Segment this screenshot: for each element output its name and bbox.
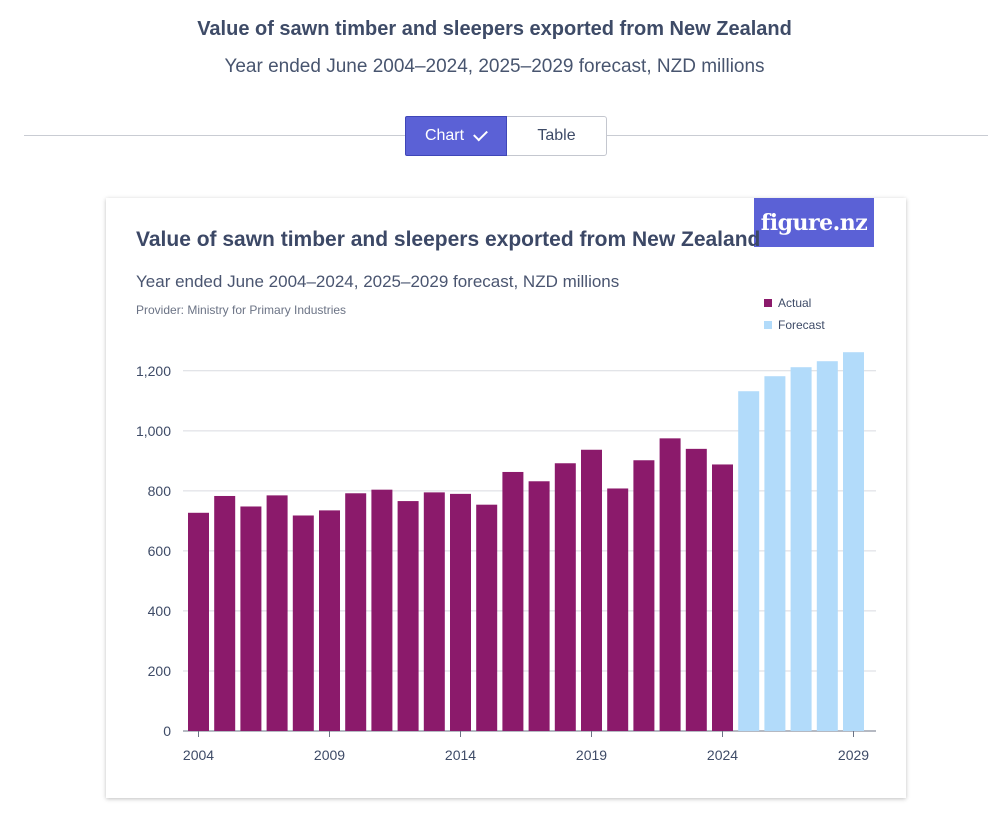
y-tick-label: 1,000 <box>136 423 171 439</box>
bar-actual-2024 <box>712 464 733 731</box>
x-tick-label: 2004 <box>183 747 214 763</box>
bar-forecast-2029 <box>843 352 864 731</box>
chart-toggle-button[interactable]: Chart <box>405 116 507 156</box>
page-title: Value of sawn timber and sleepers export… <box>197 18 792 40</box>
x-tick-label: 2009 <box>314 747 345 763</box>
legend-item-actual: Actual <box>764 292 825 314</box>
x-tick-label: 2019 <box>576 747 607 763</box>
bar-actual-2008 <box>292 515 314 731</box>
chart-title: Value of sawn timber and sleepers export… <box>136 228 761 251</box>
chart-card: figure.nz Value of sawn timber and sleep… <box>106 198 906 798</box>
chart-legend: Actual Forecast <box>764 292 825 336</box>
table-toggle-button[interactable]: Table <box>507 117 606 155</box>
y-tick-label: 600 <box>148 543 172 559</box>
page-subtitle: Year ended June 2004–2024, 2025–2029 for… <box>224 56 765 77</box>
y-tick-label: 0 <box>163 723 171 739</box>
bar-forecast-2028 <box>816 361 838 731</box>
y-tick-label: 400 <box>148 603 172 619</box>
bar-actual-2010 <box>345 493 367 731</box>
table-toggle-label: Table <box>537 127 576 144</box>
bar-actual-2021 <box>633 460 655 731</box>
bar-actual-2014 <box>450 493 471 731</box>
bar-actual-2020 <box>607 488 629 731</box>
bar-actual-2011 <box>371 489 393 731</box>
legend-item-forecast: Forecast <box>764 314 825 336</box>
bar-actual-2015 <box>476 504 498 731</box>
x-tick-label: 2014 <box>445 747 476 763</box>
bar-actual-2007 <box>266 495 288 731</box>
bar-actual-2019 <box>581 449 602 731</box>
bar-forecast-2026 <box>764 376 786 731</box>
bar-forecast-2027 <box>790 367 812 731</box>
y-tick-label: 800 <box>148 483 172 499</box>
bar-forecast-2025 <box>738 391 760 731</box>
bar-actual-2016 <box>502 471 524 731</box>
legend-swatch-forecast <box>764 321 772 329</box>
chart-plot: 0 200 400 600 800 1,000 1,200 2004 2009 2014 2019 2… <box>136 352 876 763</box>
bar-actual-2012 <box>397 501 419 731</box>
x-tick-label: 2024 <box>707 747 738 763</box>
legend-label-forecast: Forecast <box>778 318 825 332</box>
checkmark-icon <box>473 126 488 142</box>
y-tick-label: 1,200 <box>136 363 171 379</box>
bar-actual-2023 <box>685 448 707 731</box>
legend-label-actual: Actual <box>778 296 812 310</box>
legend-swatch-actual <box>764 299 772 307</box>
bar-actual-2018 <box>554 463 576 731</box>
figure-nz-logo[interactable]: figure.nz <box>754 198 874 247</box>
chart-subtitle: Year ended June 2004–2024, 2025–2029 for… <box>136 272 620 291</box>
chart-provider: Provider: Ministry for Primary Industrie… <box>136 303 347 317</box>
bar-actual-2006 <box>240 506 262 731</box>
bar-actual-2022 <box>659 438 681 731</box>
x-tick-label: 2029 <box>838 747 869 763</box>
view-toggle: Chart Table <box>405 116 607 156</box>
bar-actual-2013 <box>423 492 445 731</box>
bar-actual-2017 <box>528 481 550 731</box>
y-tick-label: 200 <box>148 663 172 679</box>
bar-actual-2009 <box>319 510 340 731</box>
bar-actual-2005 <box>214 495 236 731</box>
bar-actual-2004 <box>188 512 209 731</box>
chart-toggle-label: Chart <box>424 127 465 144</box>
